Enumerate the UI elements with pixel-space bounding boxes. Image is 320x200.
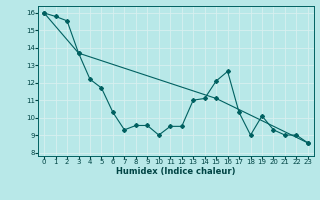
X-axis label: Humidex (Indice chaleur): Humidex (Indice chaleur) [116, 167, 236, 176]
